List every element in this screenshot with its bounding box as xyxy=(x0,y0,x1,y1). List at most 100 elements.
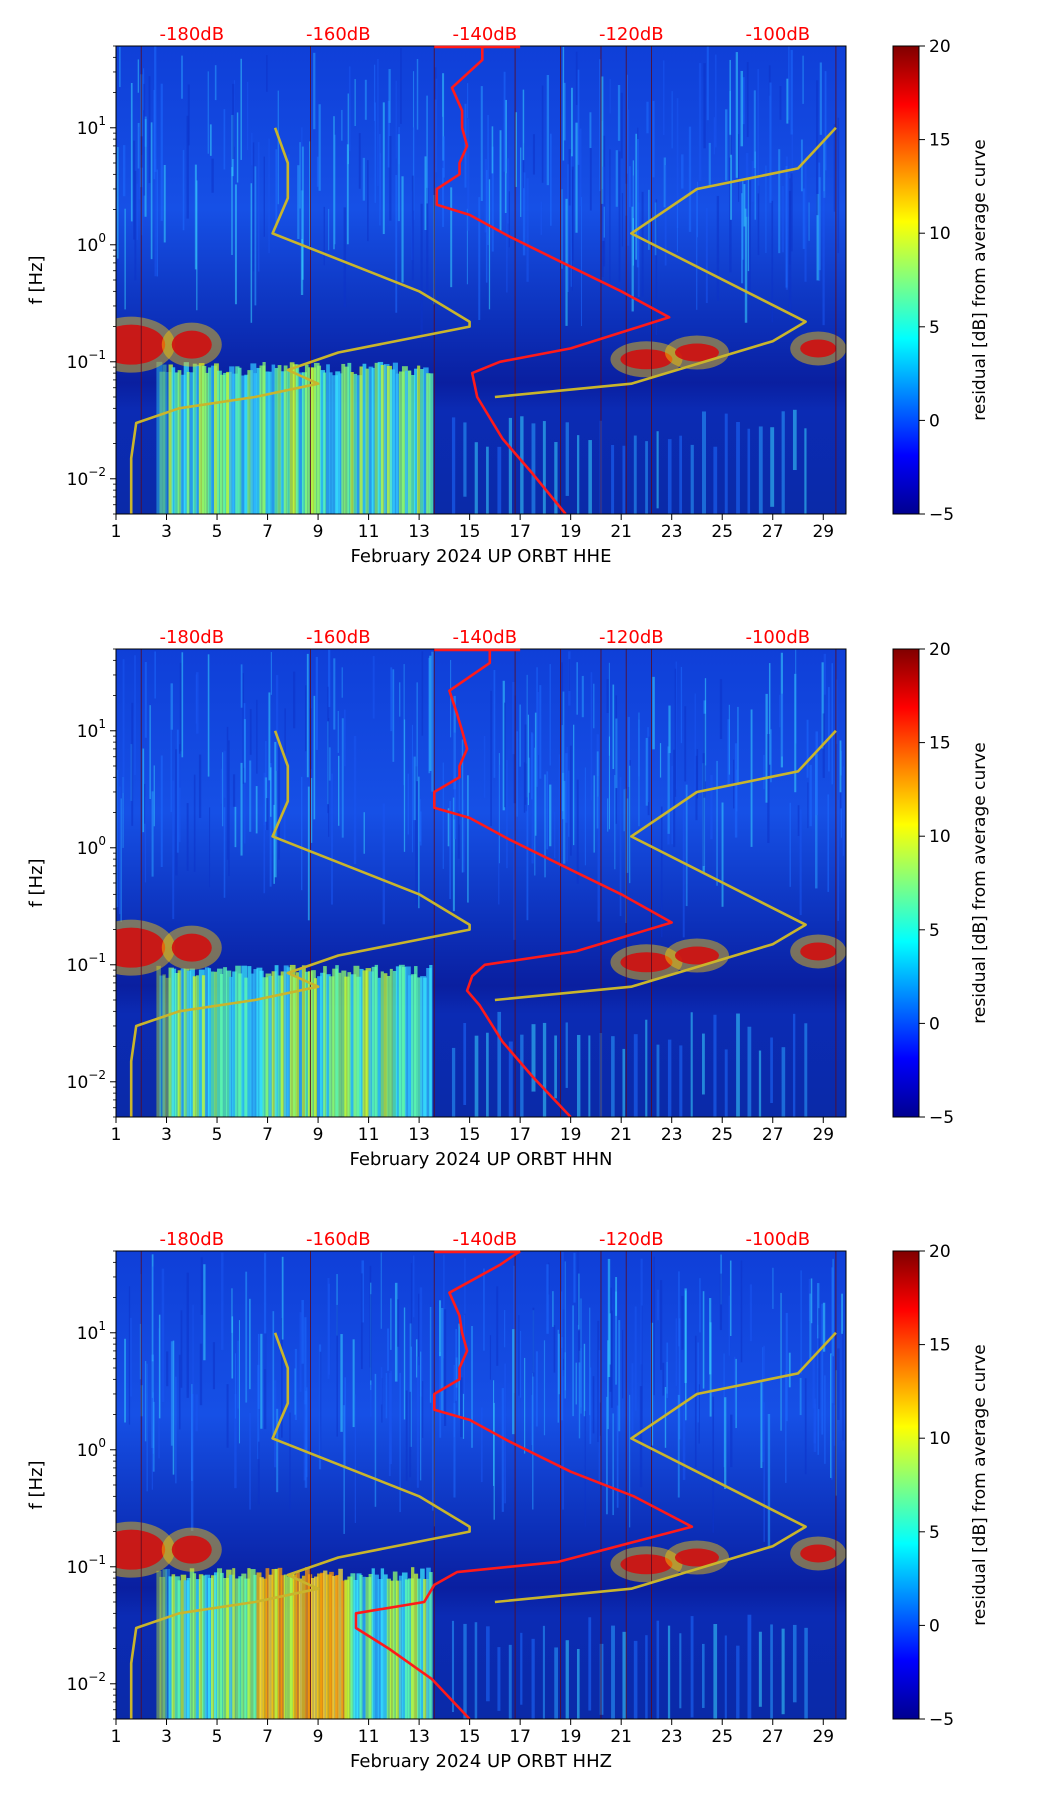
noise-streak xyxy=(506,158,510,224)
low-frequency-streak xyxy=(667,439,672,514)
noise-streak xyxy=(636,139,639,268)
noise-streak xyxy=(294,1348,297,1421)
noise-streak xyxy=(144,661,147,738)
colorbar-tick-label: 15 xyxy=(929,734,951,754)
noise-streak xyxy=(170,683,173,730)
noise-streak xyxy=(160,755,163,867)
low-frequency-streak xyxy=(174,1576,180,1719)
noise-streak xyxy=(293,671,296,729)
low-frequency-streak xyxy=(177,1580,181,1719)
noise-streak xyxy=(583,1343,586,1417)
colorbar-label: residual [dB] from average curve xyxy=(970,1344,990,1625)
low-frequency-streak xyxy=(283,365,288,514)
noise-streak xyxy=(255,786,258,834)
energy-peak xyxy=(800,339,837,358)
noise-streak xyxy=(572,1305,574,1417)
noise-streak xyxy=(421,651,424,736)
noise-streak xyxy=(226,726,229,860)
low-frequency-streak xyxy=(171,367,176,514)
noise-streak xyxy=(144,796,147,883)
low-frequency-streak xyxy=(702,1033,705,1095)
low-frequency-streak xyxy=(332,968,338,1117)
low-frequency-streak xyxy=(344,366,349,514)
low-frequency-streak xyxy=(713,446,718,514)
x-tick-label: 15 xyxy=(459,1727,481,1747)
low-frequency-streak xyxy=(401,1572,408,1719)
low-frequency-streak xyxy=(214,363,219,514)
y-tick-label: 10−1 xyxy=(67,348,106,373)
noise-streak xyxy=(524,724,527,805)
low-frequency-streak xyxy=(565,422,569,496)
noise-streak xyxy=(663,60,665,135)
noise-streak xyxy=(232,83,235,159)
noise-streak xyxy=(704,678,707,766)
low-frequency-streak xyxy=(335,965,339,1117)
noise-streak xyxy=(578,1273,580,1331)
x-tick-label: 13 xyxy=(408,1727,430,1747)
noise-streak xyxy=(442,136,445,178)
noise-streak xyxy=(214,65,217,101)
noise-streak xyxy=(821,1303,824,1435)
noise-streak xyxy=(254,166,257,306)
noise-streak xyxy=(431,651,434,792)
low-frequency-streak xyxy=(159,1576,166,1719)
noise-streak xyxy=(666,1361,668,1394)
low-frequency-streak xyxy=(781,1628,785,1715)
noise-streak xyxy=(749,1284,753,1342)
noise-streak xyxy=(631,1363,634,1434)
noise-streak xyxy=(161,1268,165,1403)
low-frequency-streak xyxy=(389,369,395,514)
noise-streak xyxy=(348,66,351,152)
noise-streak xyxy=(765,165,767,253)
noise-streak xyxy=(310,777,313,843)
low-frequency-streak xyxy=(238,367,242,514)
low-frequency-streak xyxy=(383,363,390,514)
noise-streak xyxy=(231,1316,234,1379)
noise-streak xyxy=(493,1402,495,1520)
low-frequency-streak xyxy=(250,973,255,1117)
low-frequency-streak xyxy=(168,967,174,1117)
x-tick-label: 19 xyxy=(560,522,582,542)
low-frequency-streak xyxy=(377,1579,383,1719)
low-frequency-streak xyxy=(713,1014,717,1117)
noise-streak xyxy=(119,47,121,88)
noise-streak xyxy=(688,126,692,232)
low-frequency-streak xyxy=(156,965,161,1117)
colorbar-tick-label: 10 xyxy=(929,224,951,244)
noise-streak xyxy=(621,193,624,247)
noise-streak xyxy=(780,1292,782,1431)
noise-streak xyxy=(504,1309,506,1348)
noise-streak xyxy=(543,1340,546,1436)
noise-streak xyxy=(818,162,821,281)
noise-streak xyxy=(467,83,469,119)
x-tick-label: 5 xyxy=(212,1125,223,1145)
low-frequency-streak xyxy=(298,1578,303,1719)
noise-streak xyxy=(590,672,593,801)
noise-streak xyxy=(763,754,765,790)
low-frequency-streak xyxy=(429,1572,433,1719)
colorbar-tick-label: −5 xyxy=(929,1710,954,1730)
low-frequency-streak xyxy=(736,1013,740,1117)
noise-streak xyxy=(813,1403,816,1444)
low-frequency-streak xyxy=(323,966,327,1117)
low-frequency-streak xyxy=(301,1575,306,1719)
low-frequency-streak xyxy=(365,1577,372,1719)
noise-streak xyxy=(160,83,163,221)
low-frequency-streak xyxy=(374,1574,379,1719)
noise-streak xyxy=(270,767,272,817)
low-frequency-streak xyxy=(304,971,310,1117)
noise-streak xyxy=(226,1384,229,1448)
noise-streak xyxy=(532,1373,534,1510)
top-db-label: -100dB xyxy=(745,627,810,648)
noise-streak xyxy=(138,126,141,200)
noise-streak xyxy=(671,765,674,845)
noise-streak xyxy=(724,1397,727,1489)
x-axis-label: February 2024 UP ORBT HHZ xyxy=(350,1751,612,1772)
low-frequency-streak xyxy=(295,1572,300,1719)
top-db-label: -160dB xyxy=(306,24,371,45)
noise-streak xyxy=(234,1394,237,1489)
noise-streak xyxy=(589,148,592,211)
noise-streak xyxy=(277,90,279,205)
noise-streak xyxy=(728,704,731,775)
noise-streak xyxy=(186,115,189,219)
